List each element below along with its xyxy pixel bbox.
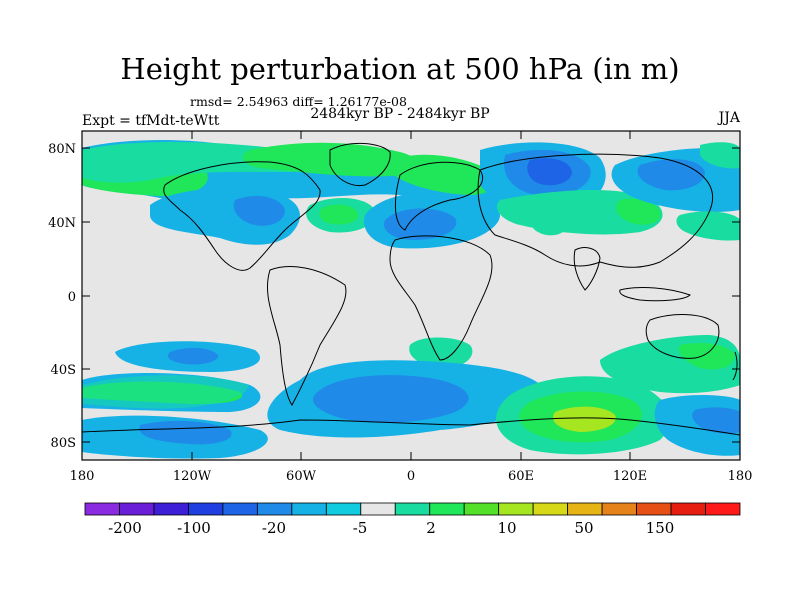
lat-label-80n: 80N: [48, 142, 76, 157]
colorbar-swatch: [498, 502, 534, 516]
colorbar-swatch: [532, 502, 569, 516]
australia-outline: [645, 314, 720, 359]
colorbar-swatch: [153, 502, 189, 516]
rmsd-stats: rmsd= 2.54963 diff= 1.26177e-08: [190, 94, 407, 109]
anomaly-blue-europe: [384, 208, 457, 240]
antarctica-outline: [82, 417, 740, 436]
lat-tick-marks: [82, 147, 740, 443]
lat-label-0: 0: [68, 290, 76, 305]
colorbar-swatch: [84, 502, 120, 516]
experiment-label: Expt = tfMdt-teWtt: [82, 113, 220, 129]
colorbar-label-10: 10: [497, 519, 516, 537]
contour-field: [82, 131, 740, 460]
anomaly-green-australia: [678, 343, 735, 370]
colorbar-label-2: 2: [426, 519, 436, 537]
asia-outline: [477, 153, 713, 268]
colorbar-swatch: [601, 502, 637, 516]
colorbar-swatch: [222, 502, 258, 516]
anomaly-lightgreen-south-pacific: [82, 375, 249, 409]
lon-tick-marks: [81, 131, 741, 460]
colorbar-swatch: [291, 502, 327, 516]
lon-label-180w: 180: [70, 469, 95, 484]
anomaly-lightgreen-pacific-north: [676, 211, 740, 241]
europe-outline: [394, 161, 483, 231]
anomaly-lightgreen-arabia: [531, 211, 569, 236]
colorbar-swatch: [429, 502, 465, 516]
lon-label-60w: 60W: [286, 469, 317, 484]
colorbar-label-minus5: -5: [353, 519, 368, 537]
season-label: JJA: [718, 110, 740, 126]
indonesia-outline: [619, 287, 691, 302]
lon-label-120w: 120W: [173, 469, 212, 484]
colorbar-swatch: [394, 502, 431, 516]
anomaly-lightgreen-south-africa: [409, 337, 473, 368]
colorbar-swatch: [360, 502, 396, 516]
colorbar-label-minus20: -20: [262, 519, 286, 537]
anomaly-blue-south-pacific-west: [167, 347, 219, 365]
colorbar-swatch: [705, 502, 741, 516]
period-label: 2484kyr BP - 2484kyr BP: [310, 106, 490, 122]
north-america-outline: [163, 161, 321, 271]
colorbar-label-50: 50: [574, 519, 593, 537]
anomaly-darkblue-siberia: [527, 158, 572, 186]
colorbar: [84, 502, 741, 516]
lat-label-40n: 40N: [48, 216, 76, 231]
anomaly-blue-se-pacific: [692, 407, 740, 434]
anomaly-blue-north-america: [233, 195, 285, 226]
anomaly-green-scandinavia: [390, 154, 498, 195]
new-zealand-outline: [732, 351, 738, 381]
lon-label-180e: 180: [728, 469, 753, 484]
anomaly-blue-south-atlantic: [312, 375, 469, 423]
south-america-outline: [266, 265, 347, 406]
africa-outline: [389, 235, 493, 361]
colorbar-swatch: [256, 502, 293, 516]
india-outline: [573, 247, 601, 291]
lon-label-0: 0: [407, 469, 415, 484]
anomaly-green-asia: [616, 198, 661, 225]
lon-label-120e: 120E: [613, 469, 647, 484]
lat-label-40s: 40S: [51, 363, 76, 378]
anomaly-green-far-east-arctic: [700, 142, 740, 169]
colorbar-swatch: [636, 502, 672, 516]
colorbar-label-minus100: -100: [177, 519, 211, 537]
colorbar-label-150: 150: [646, 519, 675, 537]
colorbar-swatch: [670, 502, 706, 516]
lon-label-60e: 60E: [508, 469, 534, 484]
colorbar-swatch: [188, 502, 224, 516]
greenland-outline: [329, 142, 391, 187]
colorbar-swatch: [325, 502, 362, 516]
colorbar-swatch: [119, 502, 155, 516]
lat-label-80s: 80S: [51, 436, 76, 451]
anomaly-lime-indian-ocean: [552, 406, 616, 432]
colorbar-label-minus200: -200: [108, 519, 142, 537]
anomaly-blue-antarctic-west: [139, 420, 232, 445]
plot-title: Height perturbation at 500 hPa (in m): [120, 52, 680, 86]
colorbar-swatch: [567, 502, 603, 516]
anomaly-green-atlantic: [319, 204, 359, 225]
colorbar-swatch: [463, 502, 500, 516]
coastlines: [82, 142, 740, 436]
